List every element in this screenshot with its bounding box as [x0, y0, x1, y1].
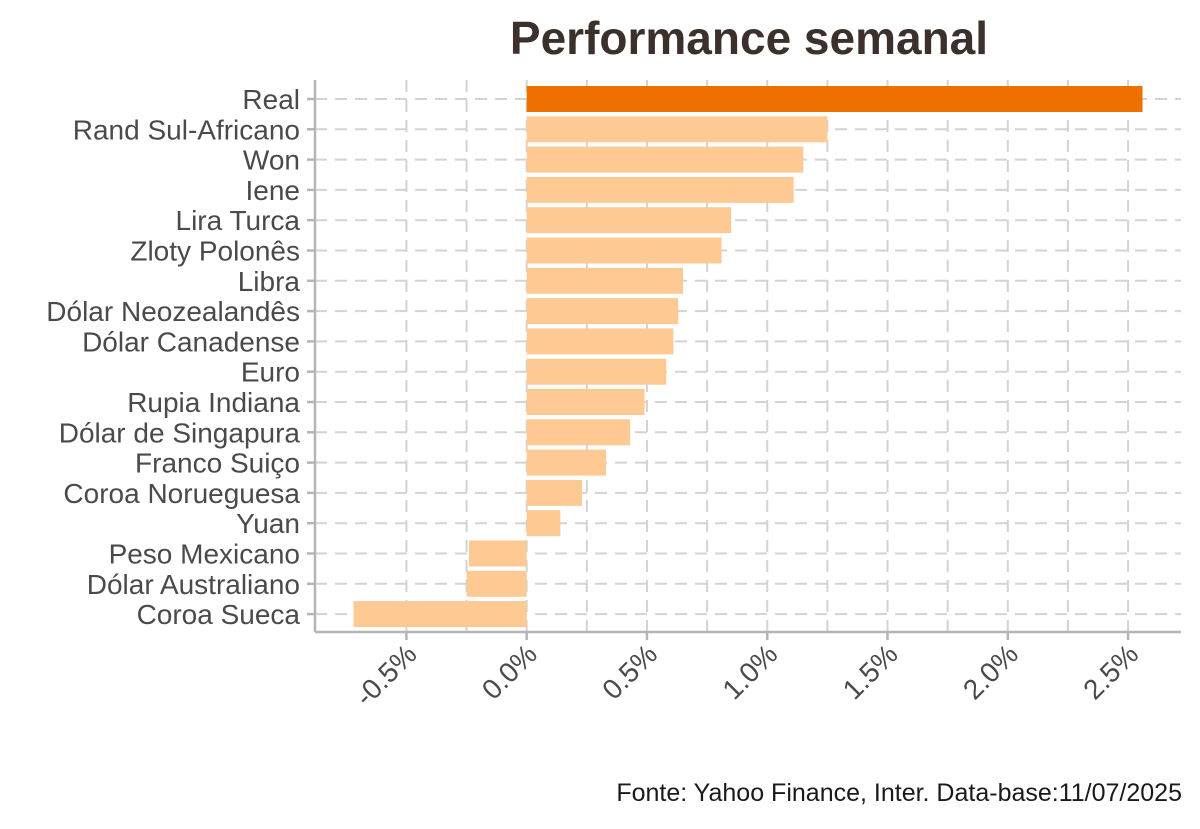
category-label: Yuan — [236, 508, 300, 539]
bar — [526, 510, 561, 537]
bar — [526, 389, 645, 415]
category-label: Coroa Norueguesa — [63, 478, 300, 509]
x-tick-label: 2.5% — [1077, 638, 1144, 705]
category-label: Dólar Australiano — [87, 569, 300, 600]
bar — [526, 207, 732, 234]
x-tick-label: 1.5% — [837, 638, 904, 705]
bar — [468, 540, 527, 567]
category-label: Libra — [238, 266, 301, 297]
category-label: Peso Mexicano — [109, 539, 300, 570]
bar — [526, 419, 631, 446]
x-tick-label: -0.5% — [349, 638, 423, 712]
bar — [526, 358, 667, 385]
category-label: Coroa Sueca — [137, 599, 301, 630]
bar — [526, 146, 804, 173]
bar — [526, 449, 607, 476]
bar — [526, 176, 794, 203]
bar — [526, 116, 828, 143]
bar — [526, 237, 722, 264]
bars — [353, 86, 1143, 628]
x-tick-label: 2.0% — [957, 638, 1024, 705]
category-label: Zloty Polonês — [130, 236, 300, 267]
category-label: Franco Suiço — [135, 448, 300, 479]
category-label: Rand Sul-Africano — [73, 114, 300, 145]
bar — [353, 601, 527, 628]
bar — [466, 570, 527, 597]
x-tick-labels: -0.5% 0.0% 0.5% 1.0% 1.5% 2.0% 2.5% — [349, 638, 1144, 712]
bar — [526, 298, 679, 325]
bar — [526, 479, 583, 506]
chart-title: Performance semanal — [510, 12, 988, 64]
x-tick-label: 1.0% — [716, 638, 783, 705]
bar — [526, 328, 674, 355]
category-label: Dólar Neozealandês — [46, 296, 300, 327]
category-label: Won — [243, 145, 300, 176]
axes — [307, 80, 1181, 640]
category-label: Rupia Indiana — [127, 387, 300, 418]
category-label: Real — [242, 84, 300, 115]
category-label: Iene — [246, 175, 301, 206]
category-label: Dólar Canadense — [82, 326, 300, 357]
x-tick-label: 0.0% — [476, 638, 543, 705]
x-tick-label: 0.5% — [596, 638, 663, 705]
category-label: Lira Turca — [176, 205, 301, 236]
category-label: Euro — [241, 357, 300, 388]
bar — [526, 267, 684, 294]
bar — [526, 86, 1143, 112]
category-label: Dólar de Singapura — [59, 417, 301, 448]
source-note: Fonte: Yahoo Finance, Inter. Data-base:1… — [616, 779, 1182, 807]
grid-lines — [315, 80, 1181, 632]
